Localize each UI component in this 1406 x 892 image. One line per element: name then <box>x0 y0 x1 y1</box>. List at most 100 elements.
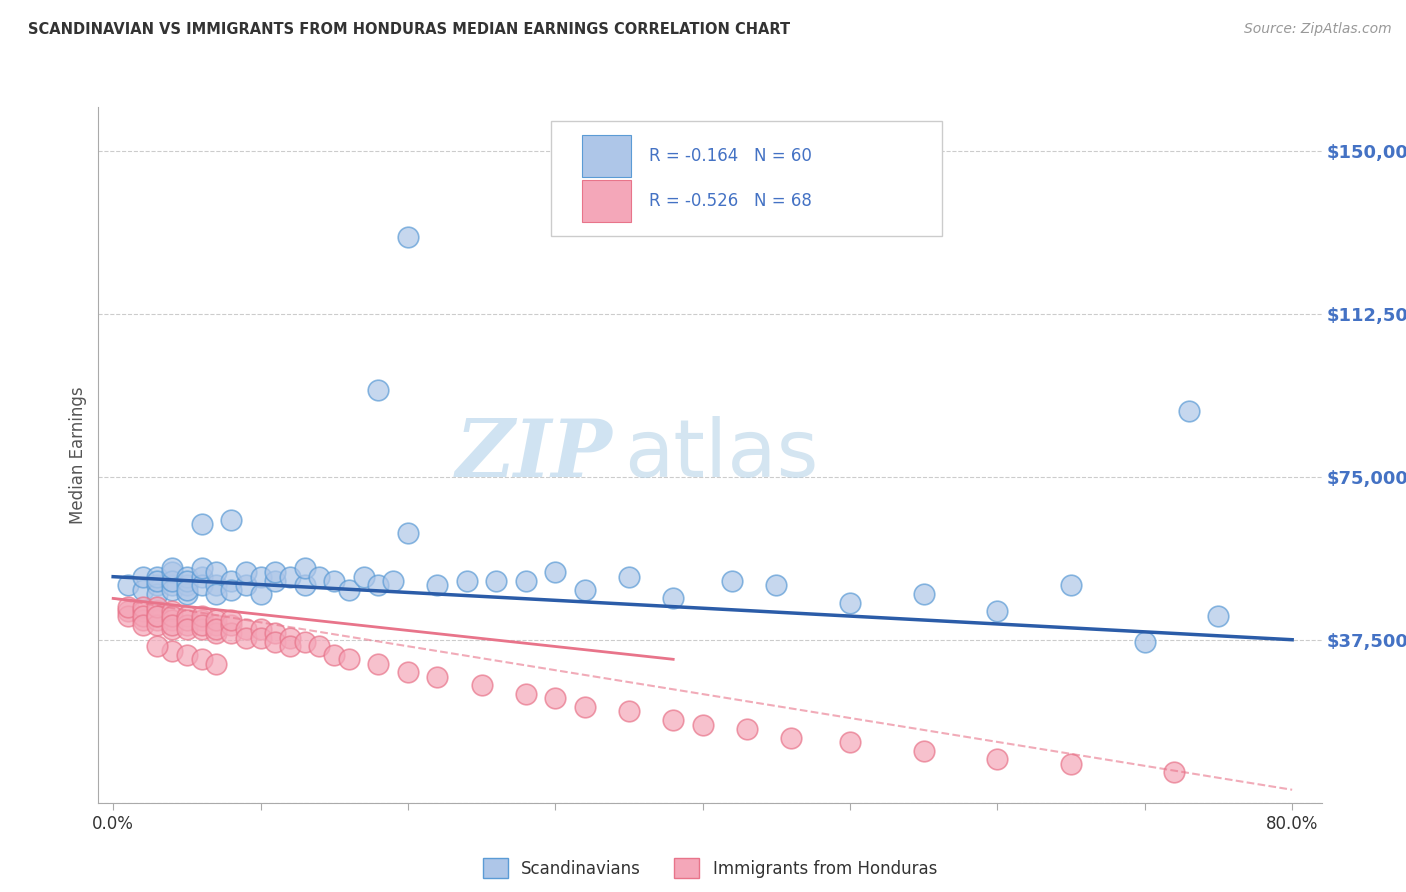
Point <box>190 608 212 623</box>
Point <box>131 600 153 615</box>
Point <box>131 605 153 619</box>
Point <box>367 657 389 671</box>
Point <box>146 608 169 623</box>
Point <box>574 700 596 714</box>
Point <box>367 578 389 592</box>
Point <box>205 657 228 671</box>
Point <box>117 578 139 592</box>
Point <box>249 570 271 584</box>
Point <box>337 582 360 597</box>
Text: R = -0.164   N = 60: R = -0.164 N = 60 <box>648 147 811 165</box>
Point <box>146 608 169 623</box>
Point <box>353 570 375 584</box>
Point <box>190 570 212 584</box>
Point <box>308 639 330 653</box>
Point <box>176 608 198 623</box>
Point <box>205 587 228 601</box>
Point <box>1060 578 1083 592</box>
Point <box>160 561 183 575</box>
Point <box>294 561 316 575</box>
Point <box>146 578 169 592</box>
Point <box>117 600 139 615</box>
Point <box>205 613 228 627</box>
Point <box>308 570 330 584</box>
Point <box>721 574 744 588</box>
Point <box>205 566 228 580</box>
Point <box>219 582 242 597</box>
Point <box>190 652 212 666</box>
Point <box>264 566 287 580</box>
Point <box>765 578 787 592</box>
Point <box>160 613 183 627</box>
Point <box>176 613 198 627</box>
Point <box>160 582 183 597</box>
FancyBboxPatch shape <box>582 180 630 222</box>
Point <box>382 574 405 588</box>
Point <box>294 578 316 592</box>
Point <box>176 587 198 601</box>
Point <box>146 600 169 615</box>
Point <box>456 574 478 588</box>
Point <box>249 631 271 645</box>
Point <box>264 574 287 588</box>
Point <box>235 566 257 580</box>
Point <box>692 717 714 731</box>
Point <box>1133 635 1156 649</box>
Point <box>205 578 228 592</box>
Point <box>249 587 271 601</box>
Point <box>544 566 567 580</box>
Point <box>146 617 169 632</box>
Point <box>396 665 419 680</box>
Point <box>117 608 139 623</box>
Text: R = -0.526   N = 68: R = -0.526 N = 68 <box>648 192 811 210</box>
Point <box>986 752 1008 766</box>
Point <box>735 722 758 736</box>
Point <box>131 570 153 584</box>
Point <box>190 561 212 575</box>
Point <box>219 574 242 588</box>
Point <box>146 605 169 619</box>
FancyBboxPatch shape <box>551 121 942 235</box>
Point <box>176 617 198 632</box>
Point <box>839 596 862 610</box>
Point <box>176 582 198 597</box>
Point <box>249 622 271 636</box>
Y-axis label: Median Earnings: Median Earnings <box>69 386 87 524</box>
Point <box>146 587 169 601</box>
Point <box>176 622 198 636</box>
Point <box>190 617 212 632</box>
Point <box>662 713 685 727</box>
Point <box>117 605 139 619</box>
Point <box>160 617 183 632</box>
Point <box>839 735 862 749</box>
Point <box>205 617 228 632</box>
Legend: Scandinavians, Immigrants from Honduras: Scandinavians, Immigrants from Honduras <box>477 851 943 885</box>
Point <box>160 608 183 623</box>
Point <box>617 705 640 719</box>
FancyBboxPatch shape <box>582 135 630 177</box>
Point <box>986 605 1008 619</box>
Point <box>176 648 198 662</box>
Point <box>205 626 228 640</box>
Text: Source: ZipAtlas.com: Source: ZipAtlas.com <box>1244 22 1392 37</box>
Point <box>190 578 212 592</box>
Point <box>146 613 169 627</box>
Point <box>264 635 287 649</box>
Point <box>544 691 567 706</box>
Point <box>912 587 935 601</box>
Point <box>146 639 169 653</box>
Point <box>219 617 242 632</box>
Point <box>160 574 183 588</box>
Point <box>515 574 537 588</box>
Point <box>176 574 198 588</box>
Point <box>264 626 287 640</box>
Point <box>396 230 419 244</box>
Point <box>146 570 169 584</box>
Point <box>471 678 494 692</box>
Point <box>278 631 301 645</box>
Point <box>131 608 153 623</box>
Point <box>160 643 183 657</box>
Point <box>190 622 212 636</box>
Point <box>337 652 360 666</box>
Point <box>574 582 596 597</box>
